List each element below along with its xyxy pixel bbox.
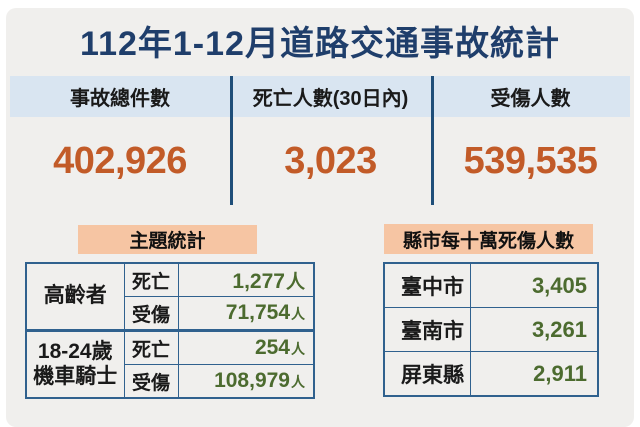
county-value-cell: 3,261 [469,307,599,352]
topic-value: 1,277 [232,269,285,293]
stat-total-accidents-label: 事故總件數 [70,88,170,110]
topic-value: 254 [254,336,290,359]
county-section-heading: 縣市每十萬死傷人數 [384,224,593,254]
stat-injuries-label: 受傷人數 [490,88,571,110]
topic-category-cell: 18-24歲機車騎士 [25,329,125,399]
stat-deaths-label: 死亡人數(30日內) [252,88,409,110]
table-row: 受傷 71,754人 [26,296,315,331]
stat-injuries: 受傷人數 539,535 [431,76,630,205]
topic-value-cell: 1,277人 [177,262,315,297]
table-row: 臺南市 3,261 [383,307,599,352]
topic-value: 71,754 [225,301,290,324]
column-divider [431,76,434,205]
summary-stats: 事故總件數 402,926 死亡人數(30日內) 3,023 受傷人數 539,… [10,76,630,205]
topic-metric-label: 死亡 [123,262,179,297]
county-name-cell: 臺中市 [383,262,471,308]
table-row: 屏東縣 2,911 [383,351,599,397]
summary-header-strip [10,76,630,117]
stat-injuries-value: 539,535 [463,139,598,182]
topic-metric-label: 受傷 [123,296,179,331]
infographic-card: 112年1-12月道路交通事故統計 事故總件數 402,926 死亡人數(30日… [6,8,634,427]
topic-value: 108,979 [214,369,290,392]
topic-value-cell: 108,979人 [177,364,315,399]
stat-deaths: 死亡人數(30日內) 3,023 [230,76,431,205]
table-row: 高齡者 死亡 1,277人 [25,262,315,331]
table-row: 受傷 108,979人 [26,364,315,399]
topic-category-cell: 高齡者 [25,262,125,331]
unit-label: 人 [291,306,305,322]
topic-metric-label: 受傷 [123,364,179,399]
topic-metric-label: 死亡 [123,329,179,365]
county-value-cell: 3,405 [469,262,599,308]
topic-value-cell: 254人 [177,329,315,365]
unit-label: 人 [291,341,305,357]
stat-total-accidents-value: 402,926 [53,139,187,182]
page-title: 112年1-12月道路交通事故統計 [80,25,560,63]
stat-total-accidents: 事故總件數 402,926 [10,76,230,205]
stat-deaths-value: 3,023 [284,139,377,182]
county-name-cell: 臺南市 [383,307,471,352]
table-row: 臺中市 3,405 [383,262,599,308]
unit-label: 人 [291,374,305,390]
county-stats-table: 臺中市 3,405 臺南市 3,261 屏東縣 2,911 [383,262,599,397]
topic-value-cell: 71,754人 [177,296,315,331]
county-value-cell: 2,911 [469,351,599,397]
unit-label: 人 [285,271,305,293]
topic-section-heading: 主題統計 [78,225,257,254]
topic-stats-table: 高齡者 死亡 1,277人 受傷 71,754人 18-24歲機車騎士 死亡 2… [25,262,315,399]
county-name-cell: 屏東縣 [383,351,471,397]
table-row: 18-24歲機車騎士 死亡 254人 [25,329,315,399]
column-divider [230,76,233,205]
